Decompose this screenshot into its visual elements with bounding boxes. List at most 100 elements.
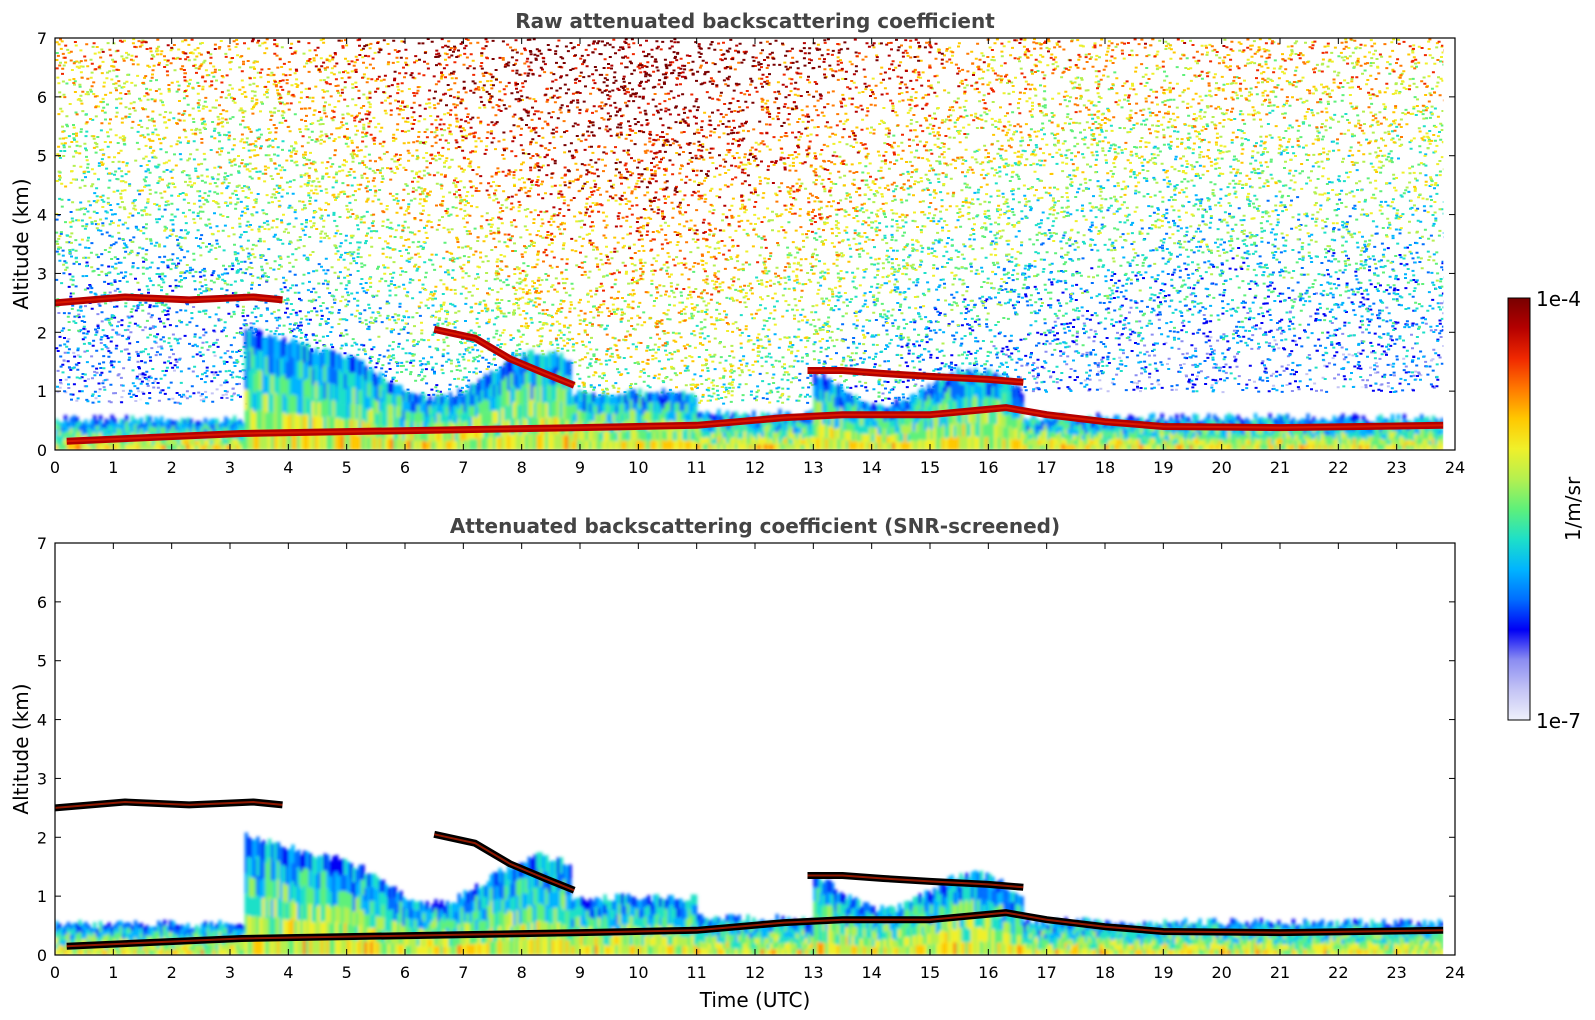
backscatter-cell — [1379, 444, 1383, 450]
backscatter-cell — [346, 908, 351, 924]
backscatter-cell — [906, 418, 911, 427]
backscatter-cell — [332, 400, 336, 417]
backscatter-cell — [145, 421, 149, 427]
backscatter-cell — [763, 926, 768, 933]
backscatter-cell — [670, 440, 674, 450]
backscatter-cell — [935, 390, 940, 403]
backscatter-cell — [294, 886, 298, 904]
backscatter-cell — [148, 927, 152, 932]
backscatter-cell — [594, 897, 599, 907]
backscatter-cell — [842, 894, 846, 905]
backscatter-cell — [909, 910, 914, 920]
backscatter-cell — [477, 888, 482, 900]
backscatter-cell — [918, 419, 922, 430]
backscatter-cell — [101, 930, 106, 936]
backscatter-cell — [871, 434, 876, 443]
backscatter-cell — [1189, 445, 1194, 450]
backscatter-cell — [810, 924, 814, 931]
backscatter-cell — [606, 440, 610, 450]
backscatter-cell — [215, 418, 219, 424]
y-axis-label: Altitude (km) — [9, 178, 33, 309]
backscatter-cell — [816, 901, 820, 915]
backscatter-cell — [1014, 924, 1019, 935]
backscatter-cell — [612, 918, 616, 928]
backscatter-cell — [769, 422, 774, 428]
backscatter-cell — [539, 402, 543, 419]
backscatter-cell — [892, 419, 896, 427]
backscatter-cell — [976, 886, 981, 900]
backscatter-cell — [445, 918, 450, 928]
backscatter-cell — [1411, 445, 1415, 450]
backscatter-cell — [755, 927, 759, 933]
backscatter-cell — [1390, 438, 1395, 444]
backscatter-cell — [440, 945, 444, 955]
backscatter-cell — [1332, 444, 1336, 450]
backscatter-cell — [1250, 440, 1255, 445]
backscatter-cell — [492, 913, 496, 928]
backscatter-cell — [323, 348, 327, 366]
backscatter-cell — [384, 416, 389, 428]
backscatter-cell — [437, 431, 441, 441]
backscatter-cell — [725, 941, 730, 949]
backscatter-cell — [935, 922, 940, 934]
backscatter-cell — [504, 886, 508, 900]
backscatter-cell — [352, 403, 356, 419]
backscatter-cell — [221, 929, 225, 935]
backscatter-cell — [116, 427, 120, 433]
backscatter-cell — [991, 889, 995, 903]
backscatter-cell — [340, 890, 345, 907]
backscatter-cell — [1008, 944, 1013, 955]
backscatter-cell — [119, 932, 123, 938]
backscatter-cell — [192, 441, 196, 446]
backscatter-cell — [451, 902, 456, 912]
backscatter-cell — [1227, 419, 1231, 426]
backscatter-cell — [180, 444, 184, 450]
backscatter-cell — [291, 936, 295, 955]
backscatter-cell — [454, 405, 459, 415]
backscatter-cell — [475, 395, 479, 407]
backscatter-cell — [822, 930, 826, 943]
backscatter-cell — [337, 939, 342, 955]
backscatter-cell — [1142, 440, 1147, 446]
backscatter-cell — [655, 401, 660, 412]
backscatter-cell — [661, 945, 666, 955]
y-tick-label: 5 — [37, 147, 47, 166]
backscatter-cell — [224, 422, 228, 428]
backscatter-cell — [276, 377, 281, 396]
backscatter-cell — [1075, 430, 1080, 436]
backscatter-cell — [1084, 423, 1089, 429]
backscatter-cell — [419, 910, 424, 920]
backscatter-cell — [580, 430, 584, 441]
backscatter-cell — [1008, 426, 1013, 439]
backscatter-cell — [877, 419, 881, 427]
backscatter-cell — [1011, 944, 1016, 955]
backscatter-cell — [361, 435, 365, 450]
backscatter-cell — [626, 903, 631, 914]
backscatter-cell — [81, 427, 85, 432]
backscatter-cell — [924, 890, 928, 902]
backscatter-cell — [489, 370, 494, 384]
backscatter-cell — [489, 887, 494, 902]
backscatter-cell — [262, 935, 266, 955]
backscatter-cell — [1160, 437, 1164, 444]
backscatter-cell — [877, 910, 881, 918]
backscatter-cell — [909, 928, 914, 938]
backscatter-cell — [778, 943, 782, 950]
backscatter-cell — [617, 914, 622, 925]
backscatter-cell — [757, 439, 762, 445]
backscatter-cell — [1005, 900, 1010, 912]
backscatter-cell — [320, 856, 324, 873]
backscatter-cell — [335, 888, 339, 905]
backscatter-cell — [970, 941, 975, 955]
backscatter-cell — [991, 386, 995, 400]
backscatter-cell — [326, 904, 330, 922]
backscatter-cell — [737, 444, 741, 450]
backscatter-cell — [693, 934, 698, 945]
backscatter-cell — [340, 373, 345, 389]
backscatter-cell — [1081, 424, 1086, 430]
backscatter-cell — [151, 931, 155, 936]
backscatter-cell — [133, 926, 138, 932]
backscatter-cell — [609, 396, 613, 406]
backscatter-cell — [375, 916, 380, 929]
backscatter-cell — [1037, 445, 1042, 450]
